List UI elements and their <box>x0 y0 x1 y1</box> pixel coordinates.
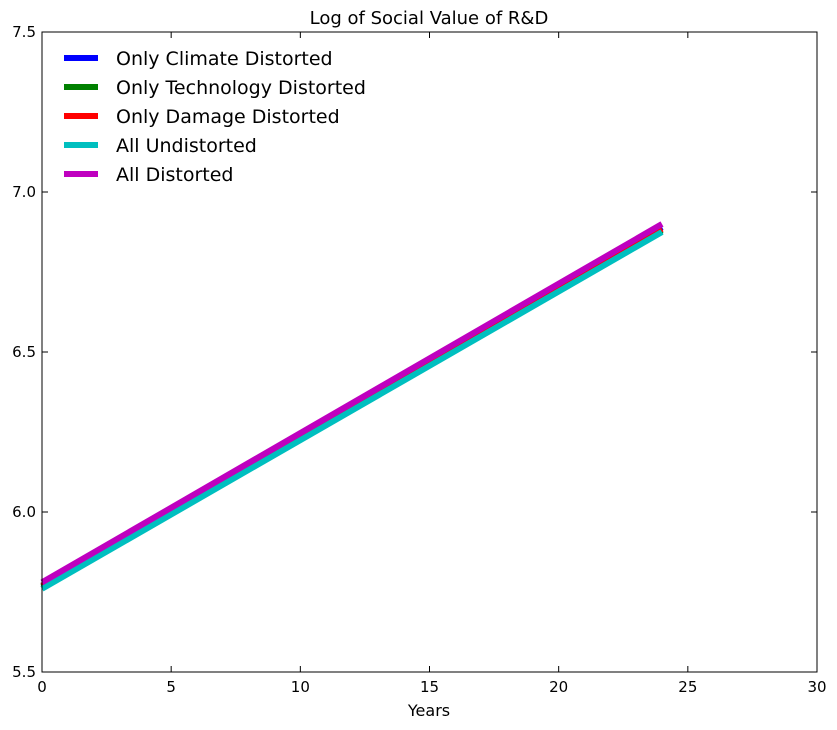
legend: Only Climate Distorted Only Technology Di… <box>64 48 366 186</box>
x-tick-label: 0 <box>37 678 47 696</box>
x-axis-label: Years <box>407 701 450 720</box>
y-tick-label: 7.5 <box>12 23 36 41</box>
legend-label-all-distorted: All Distorted <box>116 164 234 186</box>
legend-label-all-undistorted: All Undistorted <box>116 135 257 157</box>
y-tick-label: 6.5 <box>12 343 36 361</box>
y-tick-label: 6.0 <box>12 503 36 521</box>
y-tick-label: 5.5 <box>12 663 36 681</box>
y-tick-label: 7.0 <box>12 183 36 201</box>
x-tick-label: 20 <box>549 678 568 696</box>
legend-label-only-climate-distorted: Only Climate Distorted <box>116 48 333 70</box>
x-axis: 0 5 10 15 20 25 30 <box>37 32 827 696</box>
series-line-all-distorted <box>40 221 664 585</box>
x-tick-label: 10 <box>291 678 310 696</box>
y-axis: 5.5 6.0 6.5 7.0 7.5 <box>12 23 817 681</box>
x-tick-label: 25 <box>678 678 697 696</box>
series-line-all-undistorted <box>40 229 664 592</box>
chart-title: Log of Social Value of R&D <box>310 8 549 29</box>
series-layer <box>40 221 664 592</box>
plot-area <box>42 32 817 672</box>
legend-label-only-technology-distorted: Only Technology Distorted <box>116 77 366 99</box>
x-tick-label: 30 <box>807 678 826 696</box>
legend-label-only-damage-distorted: Only Damage Distorted <box>116 106 340 128</box>
x-tick-label: 5 <box>166 678 176 696</box>
x-tick-label: 15 <box>420 678 439 696</box>
